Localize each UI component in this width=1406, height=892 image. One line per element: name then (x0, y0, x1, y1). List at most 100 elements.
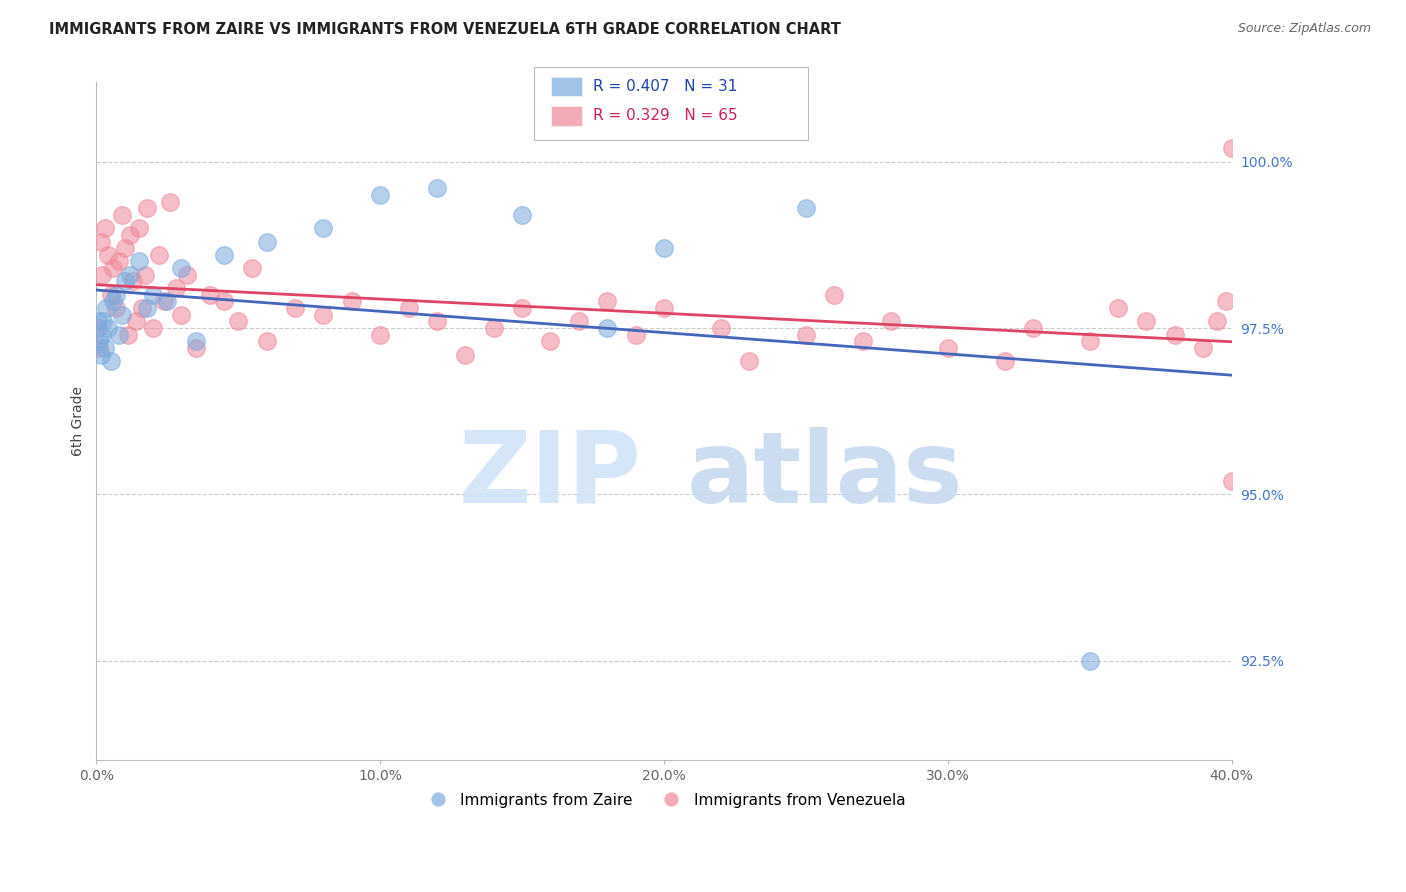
Point (91, 327, 114, 342)
Point (89, 341, 111, 355)
Point (184, 341, 207, 355)
Point (131, 301, 153, 315)
Point (153, 294, 176, 309)
Point (114, 275, 136, 289)
Point (170, 308, 193, 322)
Point (312, 308, 335, 322)
Point (1206, 314, 1229, 328)
Point (142, 321, 165, 335)
Point (426, 181, 449, 195)
Point (256, 235, 278, 249)
Point (165, 281, 187, 295)
Point (111, 308, 134, 322)
Point (242, 261, 264, 276)
Point (103, 294, 125, 309)
Point (993, 354, 1015, 368)
Point (398, 301, 420, 315)
Point (120, 268, 142, 282)
Point (1164, 327, 1187, 342)
Point (312, 221, 335, 235)
Point (156, 294, 179, 309)
Point (596, 321, 619, 335)
Text: R = 0.329   N = 65: R = 0.329 N = 65 (593, 109, 738, 123)
Point (624, 327, 647, 342)
Point (510, 301, 533, 315)
Point (97, 248, 120, 262)
Point (91, 268, 114, 282)
Point (1107, 301, 1129, 315)
Point (794, 202, 817, 216)
Point (93, 314, 115, 328)
Point (1078, 334, 1101, 349)
Point (136, 301, 159, 315)
Point (94, 341, 117, 355)
Point (170, 261, 193, 276)
Point (212, 248, 235, 262)
Point (1215, 294, 1237, 309)
Point (122, 275, 145, 289)
Point (936, 341, 959, 355)
Point (117, 327, 139, 342)
Text: ZIP: ZIP (458, 427, 641, 524)
Point (100, 287, 122, 301)
Point (136, 202, 159, 216)
Point (120, 227, 142, 242)
Point (114, 241, 136, 255)
Point (148, 248, 170, 262)
Point (108, 327, 131, 342)
Point (596, 294, 619, 309)
Point (1135, 314, 1157, 328)
Text: IMMIGRANTS FROM ZAIRE VS IMMIGRANTS FROM VENEZUELA 6TH GRADE CORRELATION CHART: IMMIGRANTS FROM ZAIRE VS IMMIGRANTS FROM… (49, 22, 841, 37)
Point (368, 327, 391, 342)
Point (652, 241, 675, 255)
Point (426, 314, 449, 328)
Point (159, 194, 181, 209)
Point (100, 354, 122, 368)
Point (128, 221, 150, 235)
Point (111, 208, 134, 222)
Point (880, 314, 903, 328)
Point (1078, 654, 1101, 668)
Point (823, 287, 845, 301)
Point (510, 208, 533, 222)
Point (454, 348, 477, 362)
Point (1220, 474, 1243, 488)
Point (87, 314, 110, 328)
Point (198, 287, 221, 301)
Point (482, 321, 505, 335)
Point (540, 334, 562, 349)
Point (568, 314, 591, 328)
Point (128, 254, 150, 268)
Text: Source: ZipAtlas.com: Source: ZipAtlas.com (1237, 22, 1371, 36)
Point (284, 301, 307, 315)
Point (176, 268, 198, 282)
Point (134, 268, 156, 282)
Point (125, 314, 148, 328)
Point (184, 334, 207, 349)
Point (256, 334, 278, 349)
Point (105, 301, 128, 315)
Point (852, 334, 875, 349)
Point (340, 294, 363, 309)
Legend: Immigrants from Zaire, Immigrants from Venezuela: Immigrants from Zaire, Immigrants from V… (416, 787, 912, 814)
Y-axis label: 6th Grade: 6th Grade (72, 386, 86, 456)
Point (794, 327, 817, 342)
Point (108, 254, 131, 268)
Point (368, 188, 391, 202)
Point (212, 294, 235, 309)
Point (1192, 341, 1215, 355)
Text: R = 0.407   N = 31: R = 0.407 N = 31 (593, 79, 738, 94)
Point (97, 321, 120, 335)
Point (1220, 141, 1243, 155)
Point (89, 334, 111, 349)
Point (96, 301, 118, 315)
Point (142, 287, 165, 301)
Point (1022, 321, 1045, 335)
Text: atlas: atlas (686, 427, 963, 524)
Point (94, 221, 117, 235)
Point (652, 301, 675, 315)
Point (90, 235, 112, 249)
Point (103, 261, 125, 276)
Point (738, 354, 761, 368)
Point (90, 348, 112, 362)
